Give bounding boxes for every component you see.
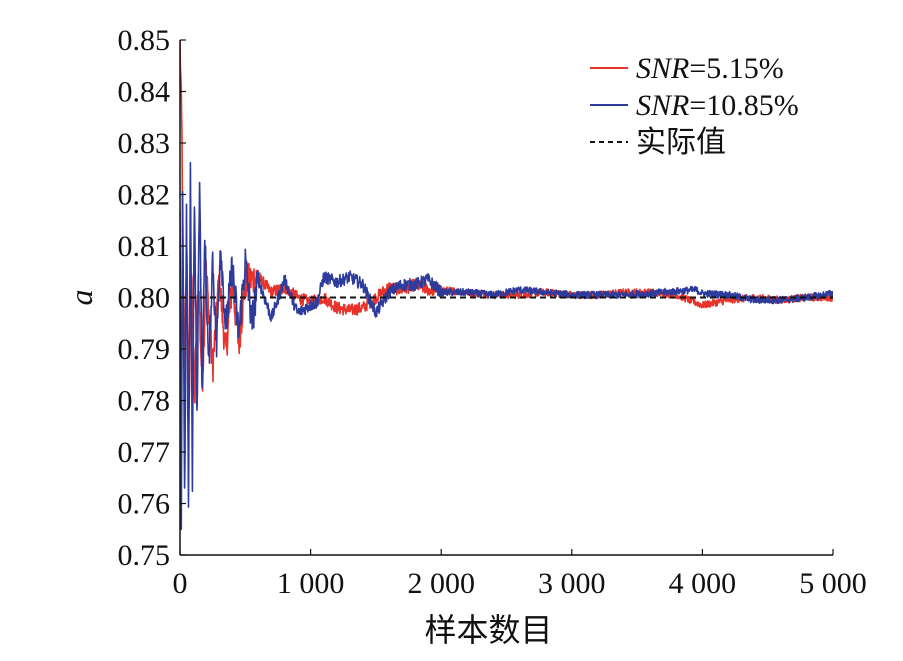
y-tick-label: 0.76 (118, 488, 171, 521)
y-tick-label: 0.77 (118, 436, 171, 469)
y-tick-label: 0.80 (118, 282, 171, 315)
legend-label-italic: SNR (636, 89, 689, 122)
y-tick-label: 0.82 (118, 179, 171, 212)
legend-label-0: SNR=5.15% (636, 52, 784, 85)
y-tick-label: 0.75 (118, 539, 171, 572)
legend-label-italic: SNR (636, 52, 689, 85)
legend: SNR=5.15%SNR=10.85%实际值 (590, 52, 799, 159)
legend-label-text: =5.15% (689, 52, 783, 85)
y-axis-title: a (63, 290, 99, 306)
y-tick-label: 0.85 (118, 24, 171, 57)
x-tick-label: 0 (173, 567, 188, 600)
legend-label-1: SNR=10.85% (636, 89, 799, 122)
series-line-1 (180, 161, 833, 530)
plot-area (180, 40, 833, 530)
legend-label-text: 实际值 (636, 126, 726, 159)
legend-label-text: =10.85% (689, 89, 798, 122)
y-tick-label: 0.81 (118, 230, 171, 263)
x-tick-label: 3 000 (538, 567, 606, 600)
y-tick-label: 0.78 (118, 385, 171, 418)
x-axis-title: 样本数目 (424, 612, 552, 648)
y-tick-label: 0.79 (118, 333, 171, 366)
x-tick-label: 4 000 (669, 567, 737, 600)
y-tick-label: 0.84 (118, 76, 171, 109)
axes: 0.75 0.76 0.77 0.78 0.79 0.80 0.81 0.82 0.83 0.84… (63, 24, 867, 648)
x-tick-label: 2 000 (407, 567, 475, 600)
legend-label-2: 实际值 (636, 126, 726, 159)
x-tick-label: 1 000 (277, 567, 345, 600)
y-tick-label: 0.83 (118, 127, 171, 160)
x-tick-label: 5 000 (799, 567, 867, 600)
